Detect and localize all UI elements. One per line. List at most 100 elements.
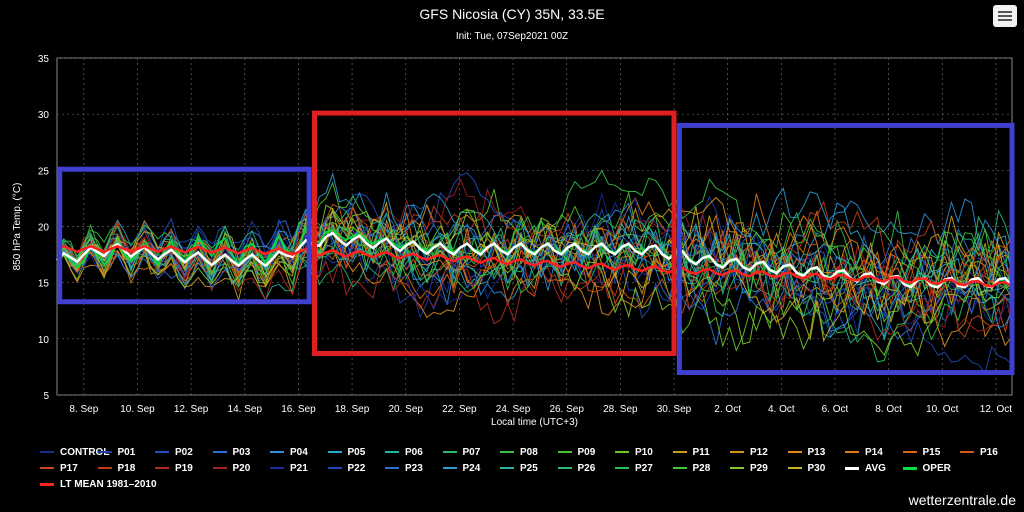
legend-label: P20: [232, 463, 251, 474]
legend-swatch: [672, 467, 687, 470]
legend-item-p11[interactable]: P11: [672, 447, 710, 461]
legend-swatch: [40, 451, 54, 454]
legend-label: P23: [405, 463, 423, 474]
x-tick-label: 28. Sep: [603, 404, 638, 415]
series-line-p25: [56, 211, 1013, 299]
legend-swatch: [730, 451, 744, 454]
legend-item-p21[interactable]: P21: [270, 463, 308, 477]
legend-swatch: [327, 467, 342, 470]
legend-item-p17[interactable]: P17: [40, 463, 78, 477]
legend-item-p15[interactable]: P15: [902, 447, 941, 461]
legend-item-p12[interactable]: P12: [730, 447, 768, 461]
legend-item-p13[interactable]: P13: [787, 447, 825, 461]
x-tick-label: 12. Oct: [980, 404, 1012, 415]
legend-item-p07[interactable]: P07: [442, 447, 481, 461]
legend-item-p30[interactable]: P30: [787, 463, 825, 477]
legend-swatch: [787, 467, 802, 470]
legend-item-p18[interactable]: P18: [97, 463, 136, 477]
legend-label: P19: [175, 463, 193, 474]
legend-item-p02[interactable]: P02: [155, 447, 193, 461]
legend-swatch: [212, 451, 227, 454]
ensemble-chart: 5 10 15 20 25 30 35 8. Sep 10. Sep 12. Sep 14. Sep…: [12, 54, 1015, 428]
legend-item-p29[interactable]: P29: [730, 463, 768, 477]
legend-item-p04[interactable]: P04: [270, 447, 308, 461]
legend-label: P07: [462, 447, 481, 458]
legend-swatch: [40, 467, 54, 470]
legend-swatch: [615, 467, 629, 470]
y-tick-label: 25: [38, 166, 50, 177]
x-tick-label: 4. Oct: [768, 404, 795, 415]
legend-label: P22: [347, 463, 366, 474]
legend-label: P02: [175, 447, 193, 458]
y-tick-label: 10: [38, 335, 50, 346]
legend-label: P08: [520, 447, 538, 458]
legend-item-p20[interactable]: P20: [212, 463, 251, 477]
x-tick-label: 24. Sep: [496, 404, 531, 415]
legend-label: P04: [290, 447, 308, 458]
series-line-lt-mean: [56, 244, 1013, 288]
legend-item-p09[interactable]: P09: [557, 447, 596, 461]
x-tick-label: 8. Sep: [69, 404, 98, 415]
legend-item-p23[interactable]: P23: [385, 463, 423, 477]
legend-label: P18: [117, 463, 136, 474]
legend-item-p25[interactable]: P25: [500, 463, 538, 477]
legend-item-control[interactable]: CONTROL: [40, 447, 109, 461]
series-line-p29: [56, 204, 1013, 357]
legend-swatch: [97, 451, 112, 454]
legend-item-avg[interactable]: AVG: [845, 463, 886, 477]
highlight-box-2: [312, 110, 677, 356]
legend-label: P14: [865, 447, 883, 458]
legend-label: P15: [922, 447, 941, 458]
x-tick-label: 26. Sep: [549, 404, 584, 415]
x-tick-label: 12. Sep: [174, 404, 209, 415]
highlight-box-3: [676, 122, 1015, 376]
legend-label: P26: [577, 463, 596, 474]
legend-label: P01: [117, 447, 136, 458]
series-line-p30: [56, 200, 1013, 343]
legend-swatch: [902, 451, 917, 454]
legend-item-p06[interactable]: P06: [385, 447, 423, 461]
legend-label: P28: [692, 463, 711, 474]
legend-item-p16[interactable]: P16: [960, 447, 998, 461]
legend-item-p03[interactable]: P03: [212, 447, 251, 461]
legend-item-p05[interactable]: P05: [327, 447, 366, 461]
legend-label: LT MEAN 1981–2010: [60, 479, 157, 490]
legend-label: P05: [347, 447, 366, 458]
legend-item-p27[interactable]: P27: [615, 463, 653, 477]
legend-label: P03: [232, 447, 251, 458]
legend-item-p08[interactable]: P08: [500, 447, 538, 461]
legend-swatch: [845, 451, 859, 454]
legend-swatch: [442, 467, 457, 470]
legend-item-p01[interactable]: P01: [97, 447, 136, 461]
legend-item-p10[interactable]: P10: [615, 447, 653, 461]
source-credit[interactable]: wetterzentrale.de: [908, 492, 1016, 508]
hamburger-menu-icon[interactable]: [993, 5, 1017, 27]
x-tick-label: 10. Sep: [120, 404, 155, 415]
legend-item-p28[interactable]: P28: [672, 463, 711, 477]
legend-item-lt-mean-1981-2010[interactable]: LT MEAN 1981–2010: [40, 479, 157, 493]
legend-label: P09: [577, 447, 596, 458]
legend-swatch: [385, 451, 399, 454]
legend-item-p24[interactable]: P24: [442, 463, 481, 477]
legend-item-p26[interactable]: P26: [557, 463, 596, 477]
y-tick-label: 30: [38, 110, 50, 121]
legend-swatch: [845, 466, 859, 470]
legend-label: P16: [980, 447, 998, 458]
legend-swatch: [327, 451, 342, 454]
legend-label: AVG: [865, 463, 886, 474]
legend-swatch: [557, 451, 572, 454]
legend-swatch: [902, 466, 917, 470]
legend-label: P11: [692, 447, 710, 458]
legend-label: P24: [462, 463, 481, 474]
legend-item-p22[interactable]: P22: [327, 463, 366, 477]
legend-item-oper[interactable]: OPER: [902, 463, 951, 477]
legend-swatch: [960, 451, 974, 454]
legend-swatch: [557, 467, 572, 470]
legend-swatch: [442, 451, 457, 454]
legend-item-p14[interactable]: P14: [845, 447, 883, 461]
legend-swatch: [97, 467, 112, 470]
legend-swatch: [270, 467, 284, 470]
legend-label: P10: [635, 447, 653, 458]
legend-swatch: [155, 467, 169, 470]
legend-item-p19[interactable]: P19: [155, 463, 193, 477]
